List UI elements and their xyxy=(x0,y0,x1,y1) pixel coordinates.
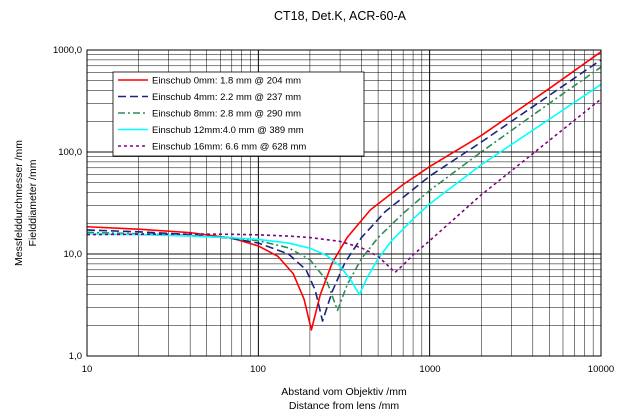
y-tick-label: 1000,0 xyxy=(53,45,82,56)
x-tick-labels: 10 100 1000 10000 xyxy=(82,364,615,375)
x-tick-label: 10 xyxy=(82,364,93,375)
x-tick-label: 100 xyxy=(250,364,266,375)
legend-label-1: Einschub 0mm: 1.8 mm @ 204 mm xyxy=(152,76,301,87)
y-tick-label: 1,0 xyxy=(69,351,82,362)
legend: Einschub 0mm: 1.8 mm @ 204 mm Einschub 4m… xyxy=(112,71,365,157)
legend-label-2: Einschub 4mm: 2.2 mm @ 237 mm xyxy=(152,92,301,103)
x-tick-label: 1000 xyxy=(419,364,440,375)
y-axis-label: Messfelddurchmesser /mm xyxy=(13,140,25,266)
legend-label-4: Einschub 12mm:4.0 mm @ 389 mm xyxy=(152,125,304,136)
legend-box xyxy=(112,71,365,157)
series-line-4 xyxy=(86,83,602,296)
series-lines xyxy=(86,51,602,331)
x-axis-label-en: Distance from lens /mm xyxy=(289,400,400,412)
plot-frame xyxy=(86,49,602,357)
y-axis-label-en: Fielddiameter /mm xyxy=(27,159,39,246)
chart-title: CT18, Det.K, ACR-60-A xyxy=(274,9,407,23)
y-tick-labels: 1,0 10,0 100,0 1000,0 xyxy=(53,45,82,362)
x-tick-label: 10000 xyxy=(588,364,614,375)
legend-label-3: Einschub 8mm: 2.8 mm @ 290 mm xyxy=(152,109,301,120)
x-axis-label: Abstand vom Objektiv /mm xyxy=(281,386,407,398)
legend-label-5: Einschub 16mm: 6.6 mm @ 628 mm xyxy=(152,142,306,153)
y-tick-label: 10,0 xyxy=(64,249,83,260)
y-tick-label: 100,0 xyxy=(58,147,82,158)
